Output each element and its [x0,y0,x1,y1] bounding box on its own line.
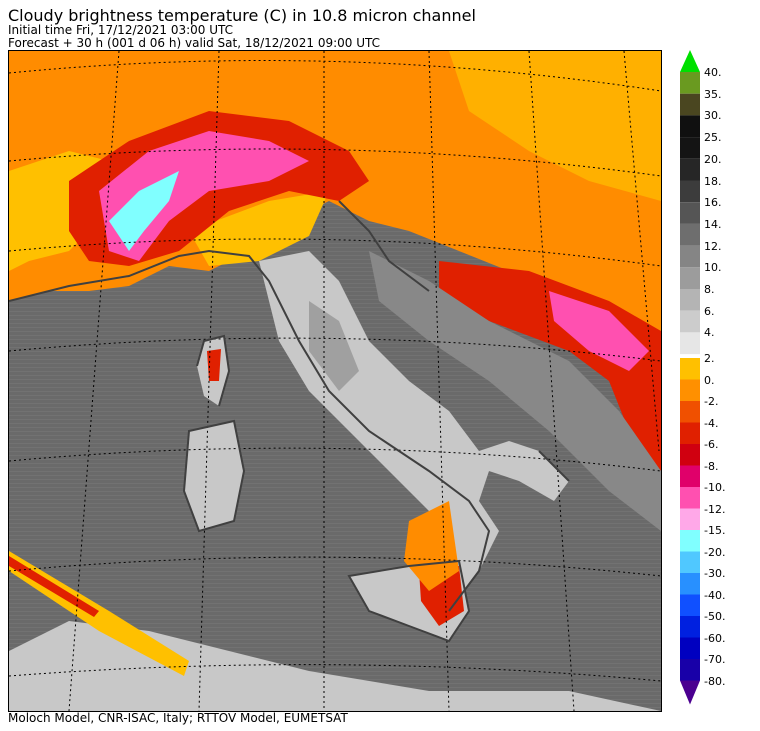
colorbar-swatch [680,594,700,616]
colorbar-swatch [680,158,700,181]
cloud-yellow-3 [449,51,661,201]
colorbar-swatch [680,530,700,552]
colorbar-tick-label: -30. [704,567,726,580]
colorbar-tick-label: 30. [704,109,722,123]
colorbar-swatch [680,487,700,509]
colorbar-tick-label: -15. [704,524,726,537]
colorbar-swatch [680,444,700,466]
forecast-label: Forecast + 30 h (001 d 06 h) valid Sat, … [8,36,381,50]
colorbar-swatch [680,115,700,138]
land-africa [9,621,661,711]
cloud-magenta-alps [99,131,309,261]
colorbar-swatch [680,223,700,246]
colorbar-tick-label: -70. [704,653,726,666]
colorbar-swatch [680,289,700,311]
colorbar-tick-label: -4. [704,416,719,430]
satellite-map [8,50,662,712]
colorbar-swatch [680,551,700,573]
colorbar-bottom-arrow [680,680,700,705]
colorbar-tick-label: 25. [704,131,722,145]
colorbar-swatch [680,637,700,659]
graticule [9,51,661,711]
land-balkans [369,251,661,531]
colorbar-tick-label: -20. [704,545,726,559]
colorbar-tick-label: 18. [704,174,722,188]
colorbar-tick-label: 4. [704,326,715,340]
credits-footer: Moloch Model, CNR-ISAC, Italy; RTTOV Mod… [8,711,348,725]
colorbar-tick-label: -60. [704,631,726,645]
colorbar-tick-label: -10. [704,481,726,494]
coastlines [9,200,570,643]
colorbar-swatch [680,616,700,638]
colorbar-swatch [680,465,700,487]
colorbar-tick-label: 10. [704,261,722,275]
colorbar-swatch [680,245,700,268]
cloud-streak-sw-core [9,556,99,617]
colorbar-top-arrow [680,50,700,72]
colorbar-tick-label: -40. [704,588,726,602]
colorbar-tick-label: -50. [704,610,726,623]
colorbar-tick-label: -80. [704,674,726,688]
colorbar-swatch [680,310,700,333]
cloud-yellow-2 [189,191,329,266]
colorbar-swatch [680,72,700,94]
colorbar-tick-label: -2. [704,395,719,408]
colorbar-swatch [680,180,700,203]
colorbar-swatch [680,332,700,355]
colorbar-tick-label: -8. [704,459,719,473]
colorbar-swatch [680,401,700,423]
colorbar-tick-label: 20. [704,152,722,166]
cloud-streak-sw [9,551,189,676]
colorbar-tick-label: 2. [704,352,715,365]
initial-time-label: Initial time Fri, 17/12/2021 03:00 UTC [8,23,234,37]
cloud-magenta-east [549,291,649,371]
land-italy-shade [309,301,359,391]
colorbar-swatch [680,573,700,595]
map-title: Cloudy brightness temperature (C) in 10.… [8,6,476,25]
colorbar-tick-label: 8. [704,283,715,296]
colorbar-tick-label: 40. [704,66,722,79]
colorbar-swatch [680,202,700,224]
colorbar-tick-label: 16. [704,196,722,210]
colorbar-tick-label: 0. [704,373,715,387]
cloud-corsica [207,349,221,381]
cloud-cyan-alps [109,171,179,251]
colorbar-swatch [680,508,700,530]
colorbar-swatch [680,137,700,159]
colorbar-swatch [680,267,700,289]
colorbar-swatch [680,93,700,116]
colorbar-tick-label: -6. [704,438,719,451]
colorbar-tick-label: 35. [704,87,722,101]
map-canvas [9,51,661,711]
colorbar-swatch [680,422,700,444]
colorbar-tick-label: -12. [704,502,726,516]
cloud-tyrrhenian [404,501,459,591]
colorbar-swatch [680,659,700,681]
colorbar-tick-label: 12. [704,239,722,253]
colorbar-swatch [680,358,700,380]
colorbar-swatch [680,379,700,401]
colorbar-tick-label: 14. [704,217,722,231]
colorbar-tick-label: 6. [704,304,715,318]
